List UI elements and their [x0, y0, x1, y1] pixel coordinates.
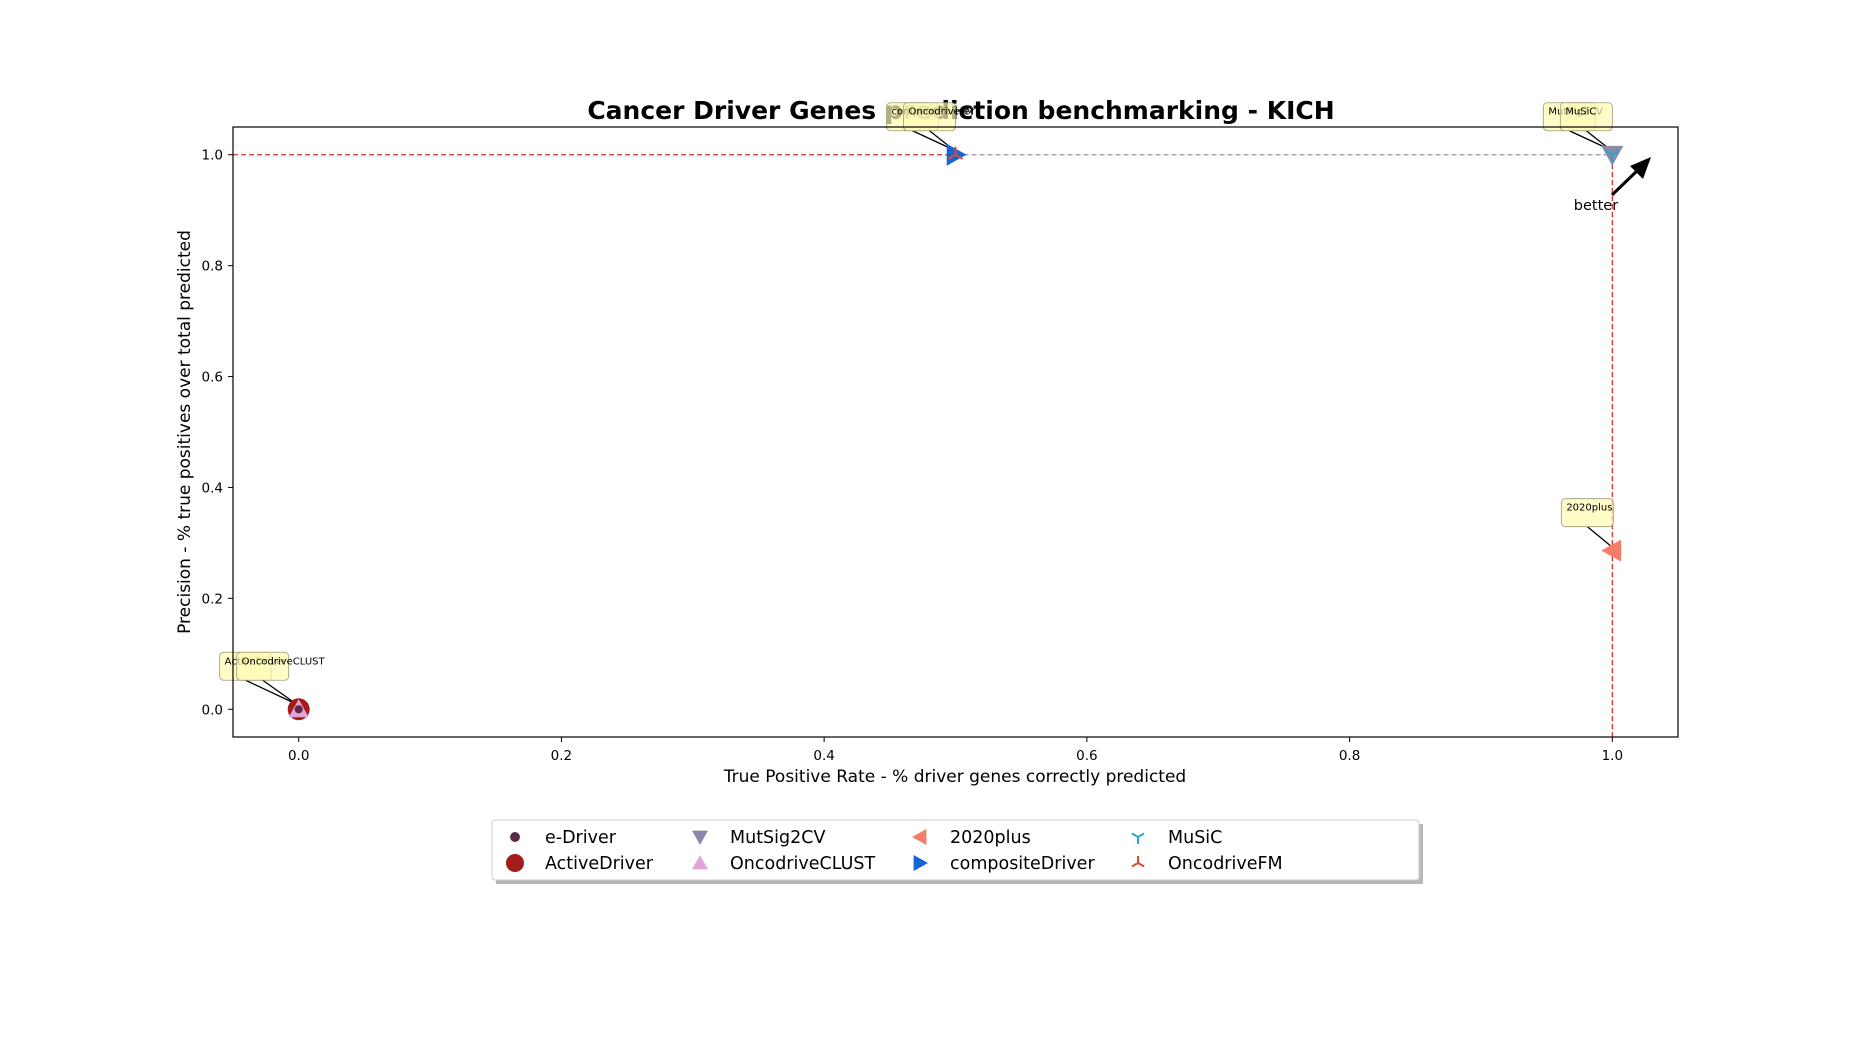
reference-lines	[233, 154, 1613, 737]
legend-marker	[1131, 832, 1145, 844]
legend-label: compositeDriver	[950, 854, 1095, 874]
better-label: better	[1574, 198, 1618, 214]
annotation-arrow	[262, 679, 298, 705]
x-tick-label: 0.6	[1076, 748, 1097, 764]
x-tick-label: 0.4	[813, 748, 834, 764]
legend-marker	[506, 854, 524, 872]
plot-frame	[232, 126, 1679, 738]
y-tick-label: 0.0	[202, 702, 223, 718]
data-points	[287, 143, 1624, 721]
legend-label: MuSiC	[1168, 828, 1222, 848]
point-music	[1604, 149, 1620, 163]
y-axis-label: Precision - % true positives over total …	[175, 230, 195, 634]
x-tick-label: 0.2	[551, 748, 572, 764]
legend-label: OncodriveFM	[1168, 854, 1283, 874]
better-indicator: better	[1574, 157, 1651, 214]
y-tick-label: 1.0	[202, 148, 223, 164]
legend-marker	[510, 832, 520, 842]
x-axis-label: True Positive Rate - % driver genes corr…	[723, 767, 1186, 787]
legend-marker	[913, 855, 928, 871]
annotation-label: MuSiC	[1565, 107, 1596, 118]
annotation-label: OncodriveFM	[909, 107, 975, 118]
annotations: ActiveDriverOncodriveCLUSTMutSig2CVMuSiC…	[219, 102, 1614, 705]
annotation-box	[1559, 102, 1613, 132]
legend-label: ActiveDriver	[545, 854, 654, 874]
better-arrow	[1610, 166, 1642, 197]
chart-title: Cancer Driver Genes prediction benchmark…	[587, 96, 1334, 125]
plot-area: ActiveDriverOncodriveCLUSTMutSig2CVMuSiC…	[219, 102, 1679, 738]
y-tick-label: 0.4	[202, 480, 223, 496]
better-arrow-icon	[1630, 157, 1651, 179]
annotation-label: 2020plus	[1566, 503, 1612, 514]
annotation-box	[1560, 498, 1614, 528]
y-tick-label: 0.2	[202, 591, 223, 607]
legend-marker	[912, 829, 927, 845]
legend-frame	[491, 819, 1420, 881]
legend-label: e-Driver	[545, 828, 617, 848]
point-2020plus	[1601, 539, 1622, 562]
legend-label: OncodriveCLUST	[730, 854, 875, 874]
legend-marker	[692, 830, 708, 845]
y-axis-ticks: 0.0 0.2 0.4 0.6 0.8 1.0	[202, 148, 233, 718]
legend-marker	[692, 855, 708, 870]
point-oncodrivefm	[948, 146, 963, 160]
annotation-arrow	[912, 130, 954, 151]
legend-label: MutSig2CV	[730, 828, 825, 848]
legend-marker	[1131, 856, 1145, 868]
legend: e-Driver ActiveDriver MutSig2CV OncodriveCL…	[491, 819, 1423, 884]
y-tick-label: 0.6	[202, 370, 223, 386]
annotation-arrow	[245, 679, 297, 705]
legend-items: e-Driver ActiveDriver MutSig2CV OncodriveCL…	[506, 828, 1283, 874]
x-tick-label: 1.0	[1602, 748, 1623, 764]
annotation-label: OncodriveCLUST	[242, 656, 326, 667]
annotation-arrow	[1586, 526, 1611, 547]
x-tick-label: 0.0	[288, 748, 309, 764]
annotation-box	[903, 102, 956, 132]
x-tick-label: 0.8	[1339, 748, 1360, 764]
y-tick-label: 0.8	[202, 259, 223, 275]
x-axis-ticks: 0.0 0.2 0.4 0.6 0.8 1.0	[288, 737, 1623, 764]
point-e-driver	[294, 705, 303, 714]
legend-label: 2020plus	[950, 828, 1031, 848]
annotation-box	[236, 651, 290, 681]
